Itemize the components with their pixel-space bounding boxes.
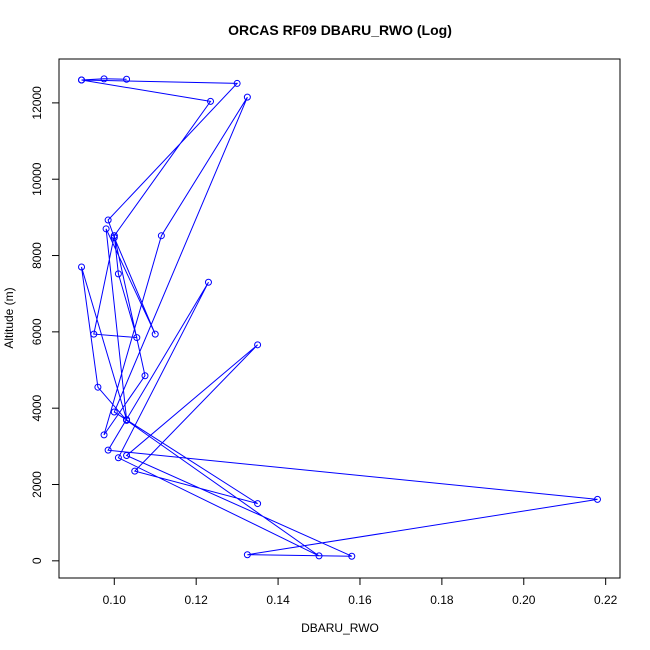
data-point (104, 216, 112, 224)
data-point (102, 225, 110, 233)
y-axis: 0 2000 4000 6000 8000 10000 12000 (30, 86, 59, 564)
data-point (123, 416, 131, 424)
series-line (81, 78, 598, 557)
data-point (110, 232, 118, 240)
data-point (254, 341, 262, 349)
data-point (104, 446, 112, 454)
data-point (78, 263, 86, 271)
y-tick-label: 10000 (30, 162, 44, 196)
x-tick-label: 0.10 (103, 593, 127, 607)
data-point (133, 334, 141, 342)
data-point (90, 330, 98, 338)
x-tick-label: 0.20 (512, 593, 536, 607)
x-tick-label: 0.12 (184, 593, 208, 607)
plot-area (58, 58, 621, 579)
data-point (141, 372, 149, 380)
data-point (315, 552, 323, 560)
data-point (110, 408, 118, 416)
series-points (78, 75, 601, 560)
data-point (110, 234, 118, 242)
data-point (157, 232, 165, 240)
data-point (233, 79, 241, 87)
x-axis-label: DBARU_RWO (301, 621, 379, 635)
data-point (348, 552, 356, 560)
y-tick-label: 4000 (30, 395, 44, 422)
x-tick-label: 0.16 (348, 593, 372, 607)
x-tick-label: 0.14 (266, 593, 290, 607)
data-point (78, 76, 86, 84)
data-point (207, 97, 215, 105)
data-point (100, 431, 108, 439)
data-point (593, 495, 601, 503)
data-point (243, 551, 251, 559)
y-tick-label: 8000 (30, 242, 44, 269)
data-point (114, 270, 122, 278)
y-tick-label: 0 (30, 557, 44, 564)
data-point (151, 330, 159, 338)
y-tick-label: 6000 (30, 318, 44, 345)
data-point (254, 500, 262, 508)
data-point (204, 278, 212, 286)
y-tick-label: 12000 (30, 86, 44, 120)
x-axis: 0.10 0.12 0.14 0.16 0.18 0.20 0.22 (103, 578, 618, 607)
data-point (243, 93, 251, 101)
data-point (123, 75, 131, 83)
x-tick-label: 0.22 (594, 593, 618, 607)
data-point (94, 383, 102, 391)
y-axis-label: Altitude (m) (2, 287, 16, 348)
data-point (114, 454, 122, 462)
data-point (131, 467, 139, 475)
data-point (100, 75, 108, 83)
x-tick-label: 0.18 (430, 593, 454, 607)
y-tick-label: 2000 (30, 471, 44, 498)
data-point (123, 452, 131, 460)
chart-title: ORCAS RF09 DBARU_RWO (Log) (228, 22, 452, 38)
